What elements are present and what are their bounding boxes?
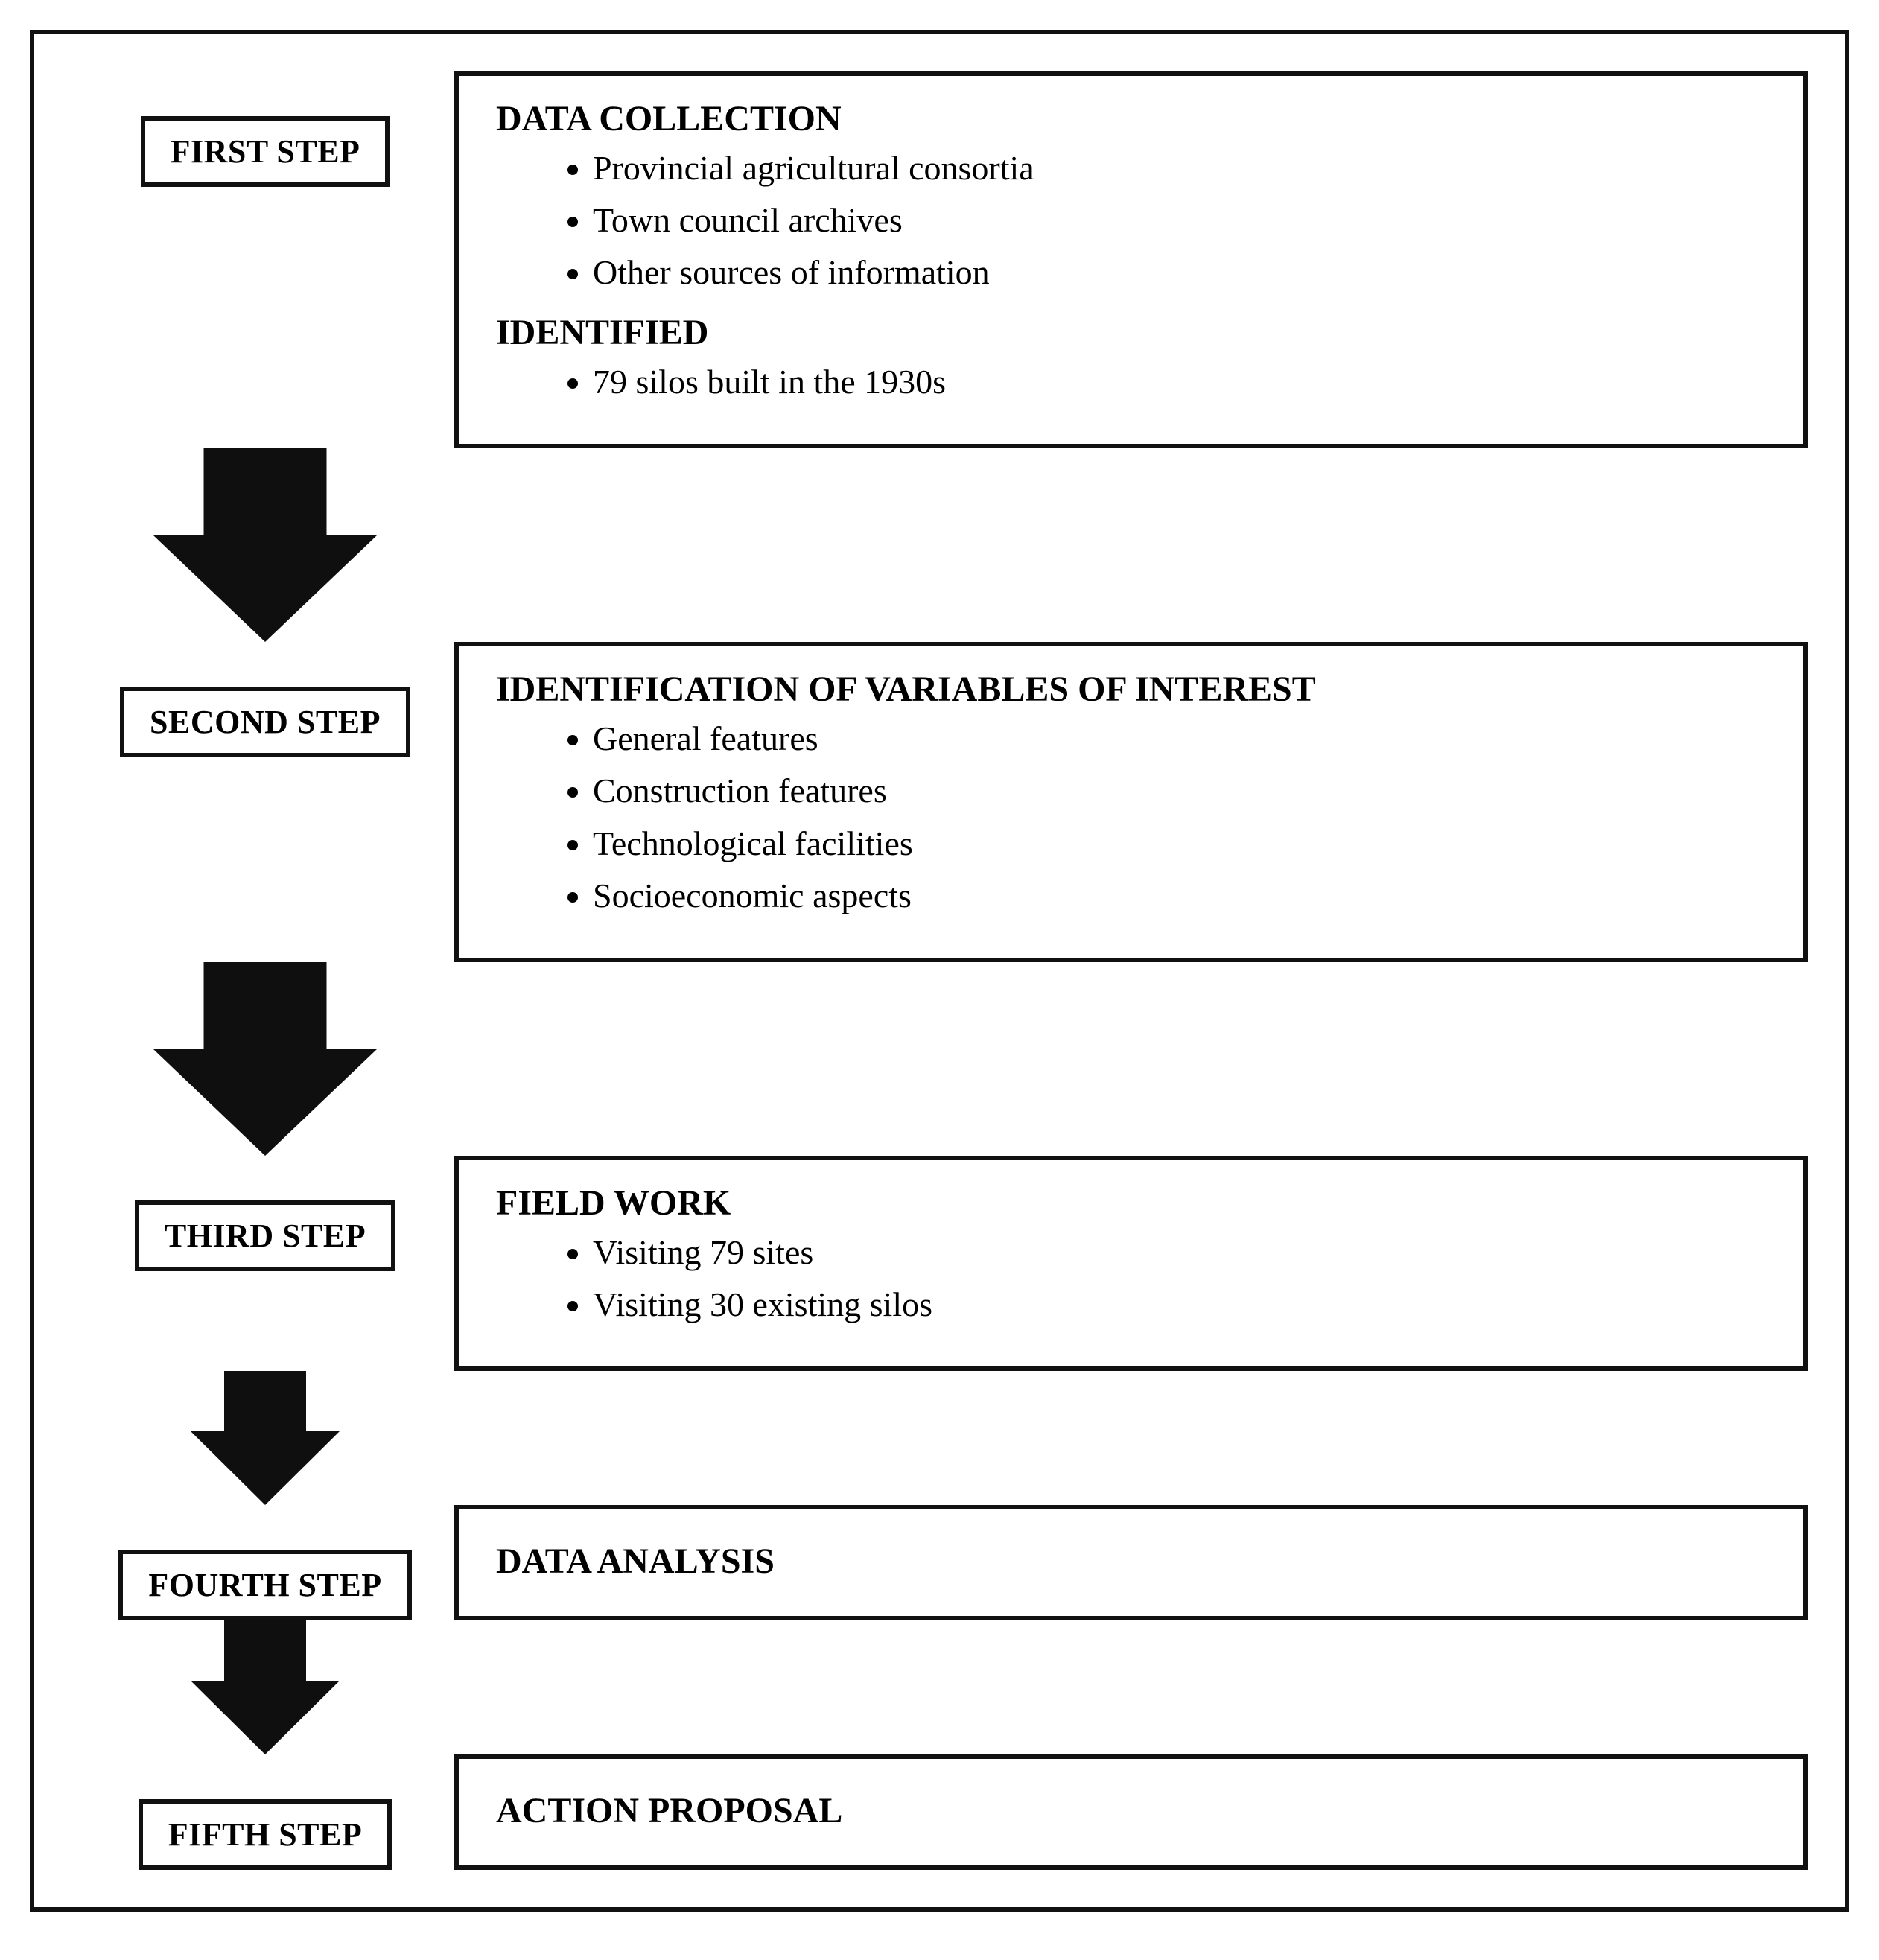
- down-arrow-icon: [153, 962, 377, 1156]
- arrow-row: [71, 1620, 1808, 1754]
- bullet-item: Socioeconomic aspects: [593, 870, 1773, 922]
- down-arrow-icon: [191, 1371, 340, 1505]
- down-arrow-icon: [153, 448, 377, 642]
- section-bullets: General featuresConstruction featuresTec…: [496, 713, 1773, 921]
- arrow-spacer: [459, 1371, 1808, 1505]
- section-heading: FIELD WORK: [496, 1183, 1773, 1224]
- step-row: SECOND STEP IDENTIFICATION OF VARIABLES O…: [71, 642, 1808, 961]
- bullet-item: Town council archives: [593, 194, 1773, 246]
- arrow-col: [71, 1620, 459, 1754]
- step-label-col: FIRST STEP: [71, 71, 459, 448]
- arrow-spacer: [459, 448, 1808, 642]
- step-row: FIFTH STEP ACTION PROPOSAL: [71, 1754, 1808, 1870]
- step-label-col: FIFTH STEP: [71, 1754, 459, 1870]
- step-content: DATA ANALYSIS: [454, 1505, 1808, 1620]
- arrow-col: [71, 962, 459, 1156]
- step-row: FOURTH STEP DATA ANALYSIS: [71, 1505, 1808, 1620]
- flowchart-frame: FIRST STEP DATA COLLECTIONProvincial agri…: [30, 30, 1849, 1912]
- arrow-wrap: [71, 962, 459, 1156]
- step-content: ACTION PROPOSAL: [454, 1754, 1808, 1870]
- bullet-item: Construction features: [593, 765, 1773, 817]
- bullet-item: 79 silos built in the 1930s: [593, 356, 1773, 408]
- step-label-col: FOURTH STEP: [71, 1505, 459, 1620]
- step-label: THIRD STEP: [135, 1200, 395, 1271]
- section-bullets: Provincial agricultural consortiaTown co…: [496, 142, 1773, 299]
- bullet-item: Provincial agricultural consortia: [593, 142, 1773, 194]
- step-content: FIELD WORKVisiting 79 sitesVisiting 30 e…: [454, 1156, 1808, 1371]
- step-label: FOURTH STEP: [118, 1550, 411, 1620]
- arrow-wrap: [71, 1371, 459, 1505]
- section-bullets: Visiting 79 sitesVisiting 30 existing si…: [496, 1226, 1773, 1331]
- step-content: DATA COLLECTIONProvincial agricultural c…: [454, 71, 1808, 448]
- arrow-col: [71, 1371, 459, 1505]
- arrow-wrap: [71, 448, 459, 642]
- section-bullets: 79 silos built in the 1930s: [496, 356, 1773, 408]
- section-heading: IDENTIFIED: [496, 312, 1773, 353]
- step-content: IDENTIFICATION OF VARIABLES OF INTERESTG…: [454, 642, 1808, 961]
- step-label-col: THIRD STEP: [71, 1156, 459, 1371]
- arrow-row: [71, 962, 1808, 1156]
- arrow-spacer: [459, 962, 1808, 1156]
- down-arrow-icon: [191, 1620, 340, 1754]
- section-heading: ACTION PROPOSAL: [496, 1790, 842, 1831]
- step-row: FIRST STEP DATA COLLECTIONProvincial agri…: [71, 71, 1808, 448]
- arrow-row: [71, 448, 1808, 642]
- step-label-col: SECOND STEP: [71, 642, 459, 961]
- step-label: FIRST STEP: [141, 116, 390, 187]
- bullet-item: Visiting 79 sites: [593, 1226, 1773, 1279]
- section-heading: DATA COLLECTION: [496, 98, 1773, 139]
- step-label: SECOND STEP: [120, 687, 410, 757]
- step-label: FIFTH STEP: [139, 1799, 392, 1870]
- step-row: THIRD STEP FIELD WORKVisiting 79 sitesVis…: [71, 1156, 1808, 1371]
- arrow-wrap: [71, 1620, 459, 1754]
- section-heading: DATA ANALYSIS: [496, 1541, 775, 1582]
- bullet-item: Visiting 30 existing silos: [593, 1279, 1773, 1331]
- arrow-row: [71, 1371, 1808, 1505]
- bullet-item: General features: [593, 713, 1773, 765]
- section-heading: IDENTIFICATION OF VARIABLES OF INTEREST: [496, 669, 1773, 710]
- bullet-item: Other sources of information: [593, 246, 1773, 299]
- arrow-col: [71, 448, 459, 642]
- arrow-spacer: [459, 1620, 1808, 1754]
- bullet-item: Technological facilities: [593, 818, 1773, 870]
